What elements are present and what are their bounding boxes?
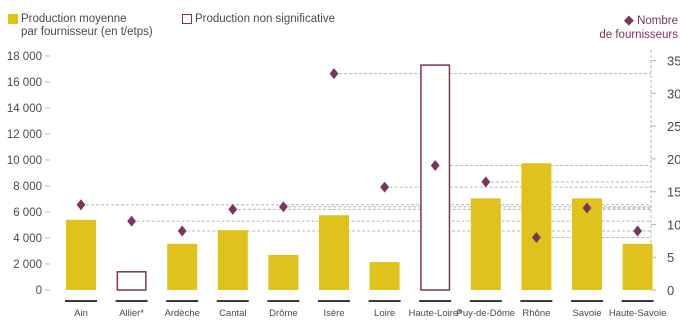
bar [572,198,602,290]
legend-swatch-outline [182,14,192,24]
legend-diamond-icon: ◆ [623,12,634,27]
diamond-marker [228,203,238,215]
y-right-tick-label: 20 [667,152,680,167]
legend-label-count-line2: de fournisseurs [599,29,678,41]
x-category-label: Haute-Loire* [409,308,463,319]
legend-label-nonsig: Production non significative [195,13,335,25]
x-category-label: Isère [323,308,344,319]
y-right-tick-label: 10 [667,217,680,232]
bar [369,262,400,290]
diamond-marker [582,202,592,214]
bar [167,243,198,290]
bar [470,198,501,290]
y-right-tick-label: 5 [667,250,674,265]
x-category-label: Loire [374,308,395,319]
x-category-label: Puy-de-Dôme [456,308,515,319]
y-left-tick-label: 16 000 [7,77,42,89]
y-left-tick-label: 14 000 [7,103,42,115]
bar [319,215,349,290]
x-category-label: Ain [74,308,88,319]
bar [217,230,248,290]
diamond-marker [380,181,389,193]
bar-non-significant [116,271,147,291]
x-category-label: Allier* [119,308,144,319]
diamond-marker [430,159,440,171]
diamond-marker [279,201,288,213]
legend-label-avg-line1: Production moyenne [21,13,127,25]
legend-swatch-filled [8,14,18,24]
y-right-tick-label: 15 [667,185,680,200]
bar [521,163,552,290]
y-right-tick-label: 0 [667,283,674,298]
diamond-marker [532,232,541,244]
y-left-tick-label: 0 [36,285,42,297]
legend-item-supplier-count: ◆ Nombre de fournisseurs [599,13,678,42]
legend-label-avg-line2: par fournisseur (en t/etps) [21,26,153,38]
y-left-tick-label: 2 000 [13,259,42,271]
diamond-marker [329,68,339,80]
x-category-label: Haute-Savoie [609,308,667,319]
y-right-tick-label: 30 [667,86,680,101]
y-right-tick-label: 35 [667,54,680,69]
bar [622,243,653,290]
legend-label-count-line1: Nombre [637,15,678,27]
y-right-tick-label: 25 [667,119,680,134]
x-category-label: Cantal [219,308,246,319]
diamond-marker [177,225,187,237]
y-left-tick-label: 10 000 [7,155,42,167]
y-left-tick-label: 12 000 [7,129,42,141]
x-category-label: Drôme [269,308,298,319]
bar [66,219,96,290]
y-left-tick-label: 4 000 [13,233,42,245]
diamond-marker [633,225,642,237]
diamond-marker [76,199,86,211]
x-category-label: Savoie [572,308,601,319]
y-left-tick-label: 8 000 [13,181,42,193]
diamond-marker [127,215,136,227]
y-left-tick-label: 18 000 [7,51,42,63]
x-category-label: Rhône [522,308,550,319]
diamond-marker [481,176,491,188]
bar [268,254,299,290]
bar-non-significant [420,64,451,291]
x-category-label: Ardèche [165,308,200,319]
y-left-tick-label: 6 000 [13,207,42,219]
